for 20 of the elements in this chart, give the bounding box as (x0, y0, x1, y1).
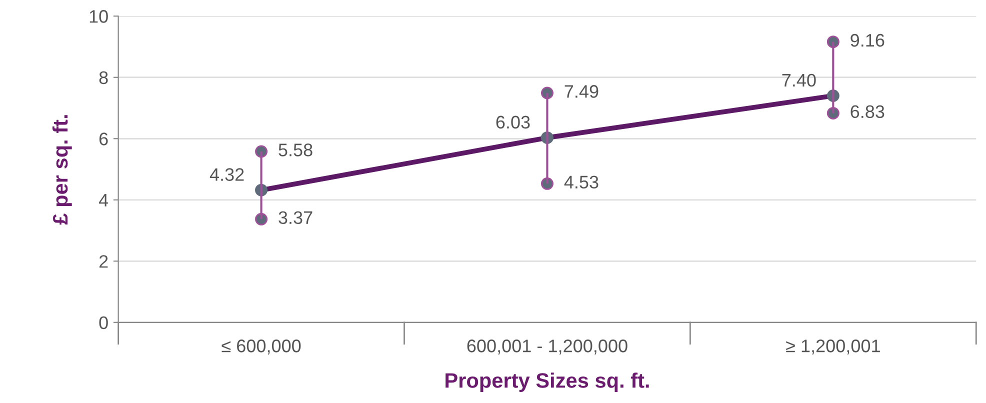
y-tick-label: 10 (90, 10, 108, 23)
y-axis-title: £ per sq. ft. (52, 115, 72, 225)
data-label: 6.03 (496, 116, 530, 129)
annotation: 9.16 (850, 34, 884, 47)
y-tick-label: 8 (99, 71, 108, 84)
x-tick-label: ≤ 600,000 (222, 340, 301, 354)
x-axis-title: Property Sizes sq. ft. (446, 372, 649, 392)
x-tick-label: ≥ 1,200,001 (786, 340, 880, 354)
annotation: 3.37 (278, 211, 312, 224)
data-label: 7.40 (782, 74, 816, 87)
x-tick-label: 600,001 - 1,200,000 (467, 340, 628, 354)
y-tick-label: 4 (98, 194, 108, 206)
annotation: 5.58 (278, 144, 312, 156)
annotation: 7.49 (564, 85, 598, 98)
y-tick-label: 6 (99, 132, 108, 146)
annotation: 4.53 (564, 176, 598, 188)
data-label: 4.32 (210, 168, 244, 181)
y-tick-label: 2 (99, 255, 108, 268)
annotation: 6.83 (850, 105, 884, 118)
y-tick-label: 0 (99, 316, 108, 330)
